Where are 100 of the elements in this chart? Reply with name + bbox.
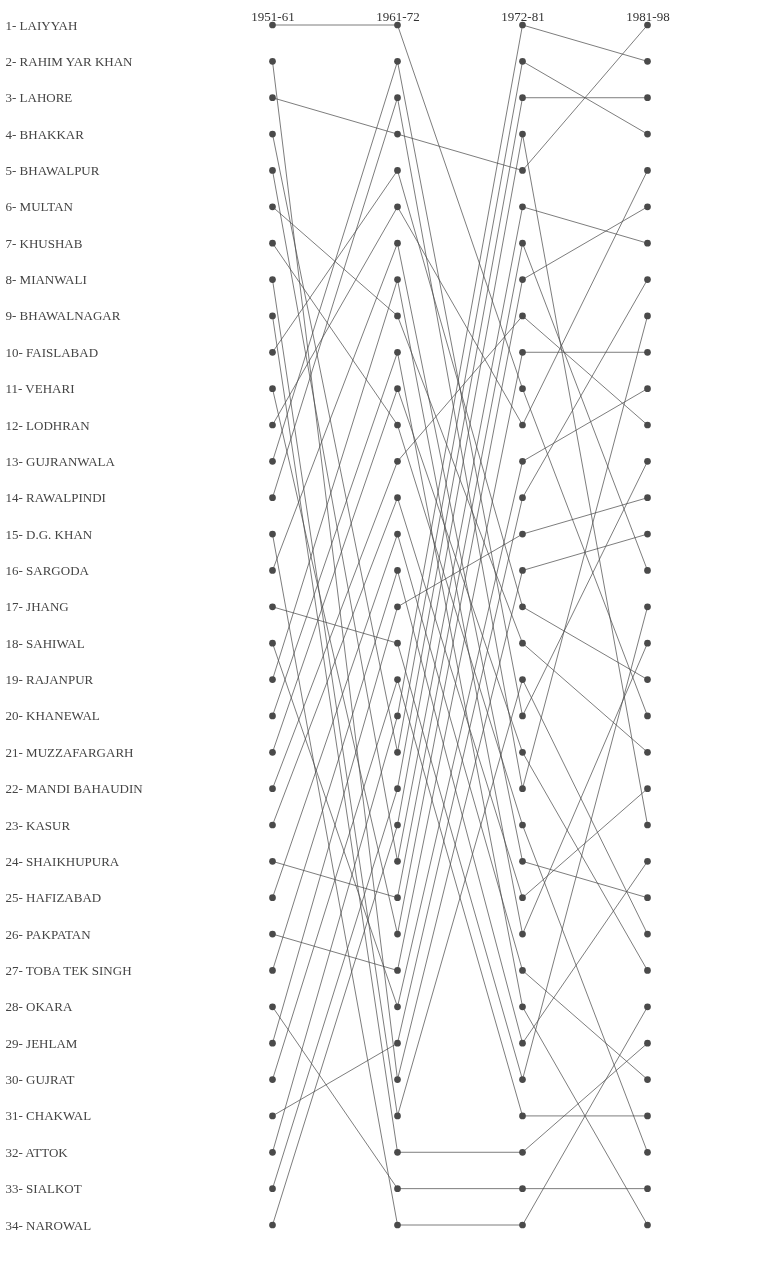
point (269, 203, 276, 211)
point (394, 276, 401, 283)
point (519, 785, 526, 792)
point (269, 894, 276, 902)
y-tick-label: 21- MUZZAFARGARH (5, 744, 134, 760)
point (644, 458, 651, 465)
point (269, 821, 276, 829)
point (519, 494, 526, 502)
point (519, 967, 526, 974)
y-tick-label: 22- MANDI BAHAUDIN (5, 781, 144, 797)
point (394, 1185, 401, 1192)
point (519, 385, 526, 392)
point (269, 1148, 276, 1156)
y-tick-label: 25- HAFIZABAD (5, 890, 102, 906)
point (644, 676, 651, 683)
point (519, 1148, 526, 1156)
y-tick-label: 20- KHANEWAL (5, 708, 100, 724)
point (269, 676, 276, 683)
x-tick-label: 1981-98 (626, 8, 670, 24)
point (394, 1076, 401, 1083)
point (644, 239, 651, 247)
point (394, 567, 401, 574)
point (394, 858, 401, 865)
point (269, 458, 276, 465)
point (519, 1221, 526, 1229)
point (269, 167, 276, 174)
y-tick-label: 2- RAHIM YAR KHAN (5, 53, 134, 69)
point (519, 21, 526, 29)
point (269, 21, 276, 29)
point (269, 421, 276, 429)
point (269, 348, 276, 356)
point (269, 785, 276, 792)
point (394, 530, 401, 538)
point (519, 930, 526, 938)
point (394, 894, 401, 902)
point (394, 676, 401, 683)
point (394, 58, 401, 65)
y-tick-label: 34- NAROWAL (5, 1217, 92, 1233)
point (269, 276, 276, 283)
point (644, 21, 651, 29)
point (269, 712, 276, 720)
point (269, 603, 276, 611)
point (644, 785, 651, 792)
point (394, 639, 401, 647)
point (519, 567, 526, 574)
point (394, 239, 401, 247)
point (519, 421, 526, 429)
y-tick-label: 7- KHUSHAB (5, 235, 83, 251)
point (644, 167, 651, 174)
point (269, 748, 276, 756)
point (519, 748, 526, 756)
point (644, 1076, 651, 1083)
point (644, 930, 651, 938)
point (394, 748, 401, 756)
y-tick-label: 11- VEHARI (5, 381, 75, 397)
point (269, 567, 276, 574)
y-tick-label: 18- SAHIWAL (5, 635, 85, 651)
point (269, 1185, 276, 1192)
point (644, 1003, 651, 1011)
point (644, 712, 651, 720)
point (644, 130, 651, 138)
point (269, 58, 276, 65)
point (644, 967, 651, 974)
point (519, 530, 526, 538)
point (394, 1112, 401, 1120)
point (519, 1003, 526, 1011)
y-tick-label: 6- MULTAN (5, 199, 74, 215)
x-tick-label: 1961-72 (376, 8, 420, 24)
point (269, 1076, 276, 1083)
point (269, 239, 276, 247)
point (394, 967, 401, 974)
point (644, 567, 651, 574)
y-tick-label: 17- JHANG (5, 599, 69, 615)
point (519, 603, 526, 611)
y-tick-label: 12- LODHRAN (5, 417, 91, 433)
y-tick-label: 13- GUJRANWALA (5, 453, 116, 469)
y-tick-label: 26- PAKPATAN (5, 926, 92, 942)
point (644, 94, 651, 102)
point (644, 1185, 651, 1192)
point (644, 858, 651, 865)
point (394, 421, 401, 429)
point (519, 1039, 526, 1047)
point (519, 239, 526, 247)
point (644, 639, 651, 647)
point (519, 458, 526, 465)
y-tick-label: 4- BHAKKAR (5, 126, 85, 142)
point (644, 821, 651, 829)
y-tick-label: 31- CHAKWAL (5, 1108, 92, 1124)
point (519, 1076, 526, 1083)
point (519, 130, 526, 138)
point (269, 94, 276, 102)
point (394, 312, 401, 320)
y-tick-label: 3- LAHORE (5, 90, 73, 106)
point (644, 385, 651, 392)
point (519, 58, 526, 65)
point (269, 1039, 276, 1047)
point (269, 858, 276, 865)
point (269, 494, 276, 502)
point (269, 967, 276, 974)
point (644, 58, 651, 65)
